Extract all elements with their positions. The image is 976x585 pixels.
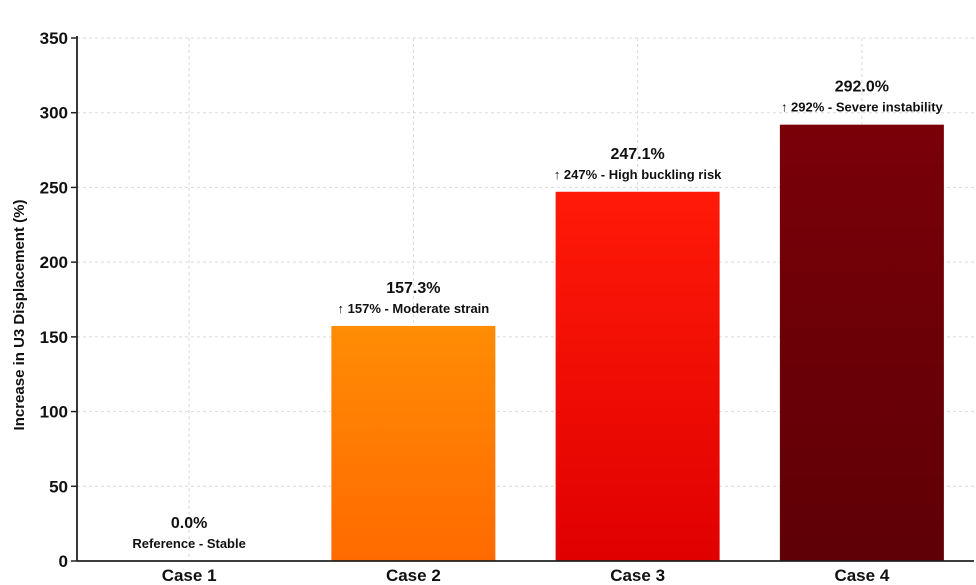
x-tick-label: Case 3 (610, 566, 665, 585)
bar-value-label: 0.0% (171, 515, 207, 532)
bar-value-label: 247.1% (610, 146, 664, 163)
bars (331, 124, 944, 561)
y-tick-label: 300 (40, 104, 68, 123)
y-tick-label: 350 (40, 29, 68, 48)
bar-case-4 (779, 124, 944, 561)
y-tick-label: 150 (40, 328, 68, 347)
y-tick-label: 50 (49, 477, 68, 496)
bar-annotation: Reference - Stable (132, 536, 245, 551)
y-tick-label: 250 (40, 178, 68, 197)
bar-value-label: 157.3% (386, 280, 440, 297)
bar-annotation: ↑ 157% - Moderate strain (338, 301, 490, 316)
bar-annotation: ↑ 292% - Severe instability (781, 100, 944, 115)
x-tick-label: Case 2 (386, 566, 441, 585)
x-tick-label: Case 1 (162, 566, 217, 585)
y-tick-label: 0 (59, 552, 68, 571)
y-tick-label: 200 (40, 253, 68, 272)
axes: 0 50 100 150 200 250 300 350 Case 1 Case 2 Case 3 C… (40, 29, 974, 585)
y-axis-label: Increase in U3 Displacement (%) (11, 200, 28, 431)
data-labels: Reference - Stable 0.0% ↑ 157% - Moderate … (132, 79, 943, 551)
y-tick-label: 100 (40, 403, 68, 422)
bar-value-label: 292.0% (835, 79, 889, 96)
bar-case-3 (555, 191, 720, 561)
x-tick-label: Case 4 (834, 566, 889, 585)
bar-annotation: ↑ 247% - High buckling risk (554, 167, 722, 182)
bar-case-2 (331, 325, 496, 561)
